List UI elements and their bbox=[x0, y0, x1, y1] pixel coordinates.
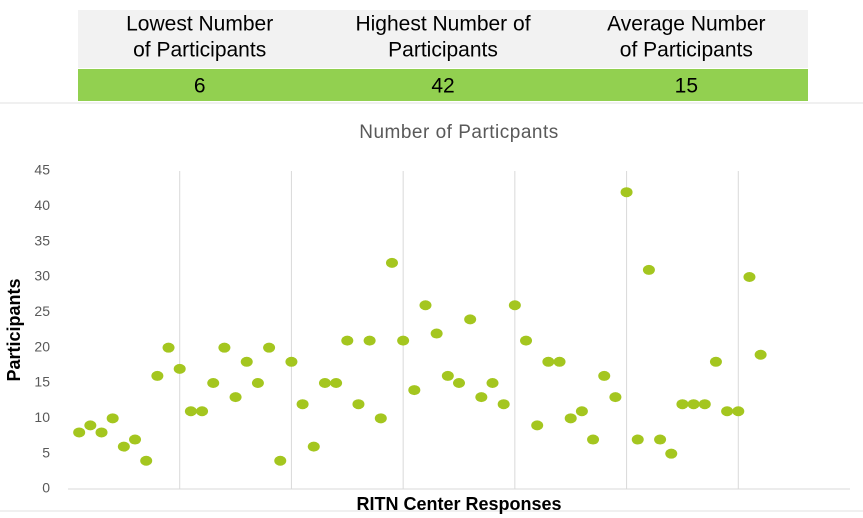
point bbox=[229, 392, 242, 403]
point bbox=[453, 378, 465, 388]
point bbox=[419, 300, 432, 311]
point bbox=[654, 434, 667, 445]
point bbox=[173, 363, 186, 374]
point bbox=[587, 434, 600, 445]
point bbox=[564, 413, 577, 424]
point bbox=[721, 406, 734, 417]
y-tick-label: 35 bbox=[34, 232, 50, 248]
point bbox=[274, 455, 287, 466]
point bbox=[117, 441, 130, 452]
point bbox=[196, 406, 209, 417]
point bbox=[363, 335, 376, 346]
point bbox=[754, 349, 767, 360]
table-value: 6 bbox=[194, 75, 206, 98]
point bbox=[642, 264, 655, 275]
table-header: Highest Number of bbox=[355, 13, 530, 36]
point bbox=[151, 370, 164, 381]
point bbox=[497, 399, 510, 410]
point bbox=[542, 356, 555, 367]
point bbox=[218, 342, 231, 353]
point bbox=[251, 378, 264, 388]
point bbox=[184, 406, 197, 417]
point bbox=[263, 342, 276, 353]
point bbox=[698, 399, 711, 410]
point bbox=[598, 370, 611, 381]
y-tick-label: 40 bbox=[34, 197, 50, 213]
table-value: 42 bbox=[431, 75, 454, 98]
point bbox=[620, 187, 633, 198]
point bbox=[609, 392, 622, 403]
point bbox=[553, 356, 566, 367]
table-header: Lowest Number bbox=[126, 13, 273, 36]
y-tick-label: 20 bbox=[34, 338, 50, 354]
point bbox=[575, 406, 588, 417]
point bbox=[743, 272, 756, 282]
table-value-bg bbox=[78, 69, 808, 101]
chart-title: Number of Particpants bbox=[359, 122, 559, 143]
point bbox=[140, 455, 153, 466]
y-tick-label: 30 bbox=[34, 268, 50, 284]
y-axis-label: Participants bbox=[4, 278, 24, 381]
point bbox=[84, 420, 97, 431]
point bbox=[385, 257, 398, 268]
point bbox=[73, 427, 86, 438]
point bbox=[508, 300, 521, 311]
y-tick-label: 25 bbox=[34, 303, 50, 319]
point bbox=[709, 356, 722, 367]
point bbox=[676, 399, 689, 410]
x-axis-label: RITN Center Responses bbox=[356, 494, 561, 514]
point bbox=[397, 335, 410, 346]
point bbox=[732, 406, 745, 417]
point bbox=[486, 378, 499, 388]
point bbox=[162, 342, 175, 353]
table-header: Participants bbox=[388, 39, 498, 62]
y-tick-label: 45 bbox=[34, 162, 50, 178]
point bbox=[408, 385, 421, 396]
y-tick-label: 15 bbox=[34, 374, 50, 390]
table-header: of Participants bbox=[620, 39, 753, 62]
point bbox=[207, 378, 220, 388]
point bbox=[296, 399, 309, 410]
point bbox=[374, 413, 387, 424]
point bbox=[475, 392, 488, 403]
point bbox=[341, 335, 354, 346]
point bbox=[240, 356, 253, 367]
point bbox=[352, 399, 365, 410]
table-header: Average Number bbox=[607, 13, 765, 36]
point bbox=[441, 370, 454, 381]
point bbox=[318, 378, 331, 388]
point bbox=[687, 399, 700, 410]
point bbox=[520, 335, 533, 346]
point bbox=[95, 427, 108, 438]
point bbox=[129, 434, 142, 445]
table-header-bg bbox=[78, 10, 808, 68]
point bbox=[531, 420, 544, 431]
y-tick-label: 5 bbox=[42, 444, 50, 460]
point bbox=[330, 378, 343, 388]
y-tick-label: 10 bbox=[34, 409, 50, 425]
point bbox=[665, 448, 678, 459]
point bbox=[464, 314, 477, 325]
table-value: 15 bbox=[675, 75, 698, 98]
point bbox=[430, 328, 443, 339]
point bbox=[631, 434, 644, 445]
table-header: of Participants bbox=[133, 39, 266, 62]
y-tick-label: 0 bbox=[42, 480, 50, 496]
point bbox=[285, 356, 298, 367]
point bbox=[307, 441, 320, 452]
point bbox=[106, 413, 119, 424]
